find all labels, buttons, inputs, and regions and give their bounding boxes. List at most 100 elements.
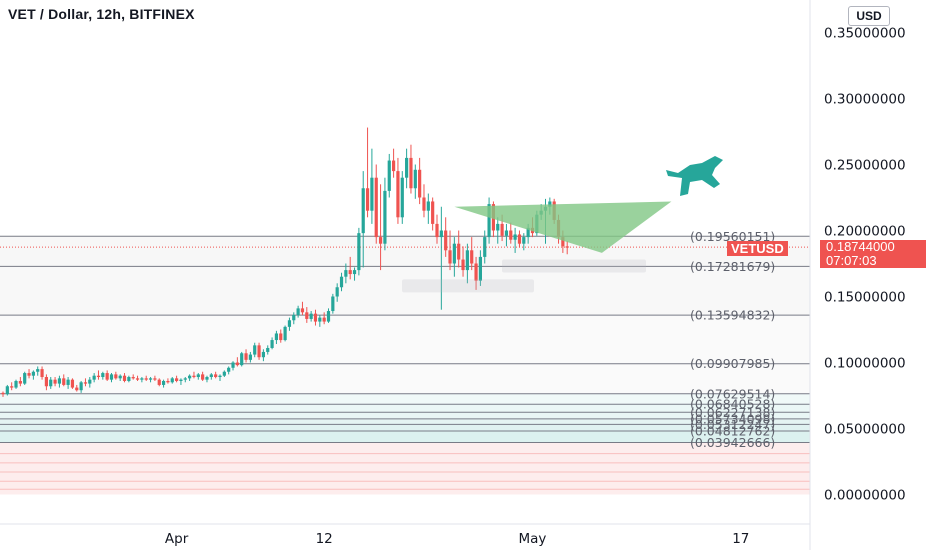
candle[interactable] [1,391,5,397]
candle[interactable] [18,377,22,387]
candle[interactable] [418,157,422,205]
candle[interactable] [270,337,274,350]
candle[interactable] [36,366,40,376]
candle[interactable] [292,312,296,325]
candle[interactable] [179,378,183,385]
candle[interactable] [109,373,114,383]
candle[interactable] [461,246,465,277]
candle[interactable] [144,375,148,381]
candle[interactable] [465,243,469,284]
candle[interactable] [400,171,404,224]
candle[interactable] [435,214,439,244]
candle[interactable] [75,384,79,392]
candle[interactable] [257,342,261,360]
candle[interactable] [339,272,344,292]
candle[interactable] [452,237,456,277]
candle[interactable] [331,293,335,314]
candle[interactable] [49,377,53,389]
highlight-box[interactable] [402,279,534,293]
currency-button[interactable]: USD [848,6,890,26]
candle[interactable] [214,371,218,379]
candle[interactable] [365,127,370,218]
candle[interactable] [201,371,205,381]
candle[interactable] [244,349,248,363]
candle[interactable] [405,148,409,189]
candle[interactable] [14,379,18,389]
candle[interactable] [409,144,413,194]
candle[interactable] [565,241,569,255]
candle[interactable] [444,217,448,257]
candle[interactable] [378,184,383,271]
candle[interactable] [157,378,161,387]
candle[interactable] [344,263,348,284]
candle[interactable] [253,342,257,358]
candle[interactable] [361,171,365,268]
candle[interactable] [474,256,478,290]
candle[interactable] [96,370,101,380]
candle[interactable] [92,373,96,383]
candle[interactable] [183,377,187,383]
candle[interactable] [23,371,27,385]
candle[interactable] [326,308,331,323]
candle[interactable] [248,351,252,363]
candle[interactable] [478,250,482,286]
candle[interactable] [44,374,48,391]
candle[interactable] [66,377,70,389]
candle[interactable] [131,374,135,380]
candle[interactable] [114,371,118,380]
candle[interactable] [70,378,75,389]
candle[interactable] [439,206,443,310]
candle[interactable] [161,379,166,388]
candle[interactable] [396,157,400,224]
candle[interactable] [274,330,279,345]
candle[interactable] [322,312,326,325]
candle[interactable] [348,256,352,280]
candle[interactable] [83,378,88,387]
candle[interactable] [309,311,313,322]
candle[interactable] [101,371,105,380]
candle[interactable] [205,375,209,383]
candle[interactable] [357,227,361,276]
candle[interactable] [431,197,435,231]
candle[interactable] [374,164,378,244]
candle[interactable] [426,193,430,224]
candle[interactable] [279,329,283,343]
candle[interactable] [496,217,500,244]
candle[interactable] [166,378,170,384]
candle[interactable] [296,305,300,318]
price-axis[interactable]: 0.35000000 0.30000000 0.25000000 0.20000000… [824,26,906,504]
candle[interactable] [140,377,144,383]
candle[interactable] [105,370,109,381]
candle[interactable] [457,230,461,268]
candle[interactable] [448,230,452,271]
candle[interactable] [170,377,174,384]
candle[interactable] [335,283,339,302]
candle[interactable] [5,384,9,396]
candle[interactable] [305,307,309,323]
candle[interactable] [27,369,31,379]
candle[interactable] [240,351,244,367]
candle[interactable] [235,357,239,367]
candle[interactable] [287,317,292,331]
candle[interactable] [10,382,14,391]
candle[interactable] [148,377,153,383]
candle[interactable] [218,374,222,381]
candle[interactable] [413,164,417,199]
candle[interactable] [222,370,226,378]
candle[interactable] [487,197,491,244]
candle[interactable] [509,222,513,244]
candle[interactable] [318,314,322,327]
candle[interactable] [135,375,140,381]
triangle-pattern[interactable] [454,201,672,253]
candle[interactable] [387,153,391,198]
candle[interactable] [261,349,265,362]
candle[interactable] [209,373,213,380]
candle[interactable] [62,374,66,387]
candle[interactable] [188,374,192,381]
candle[interactable] [79,380,83,393]
highlight-box[interactable] [502,259,646,273]
candle[interactable] [175,375,179,383]
candle[interactable] [192,371,196,379]
candle[interactable] [57,375,62,388]
